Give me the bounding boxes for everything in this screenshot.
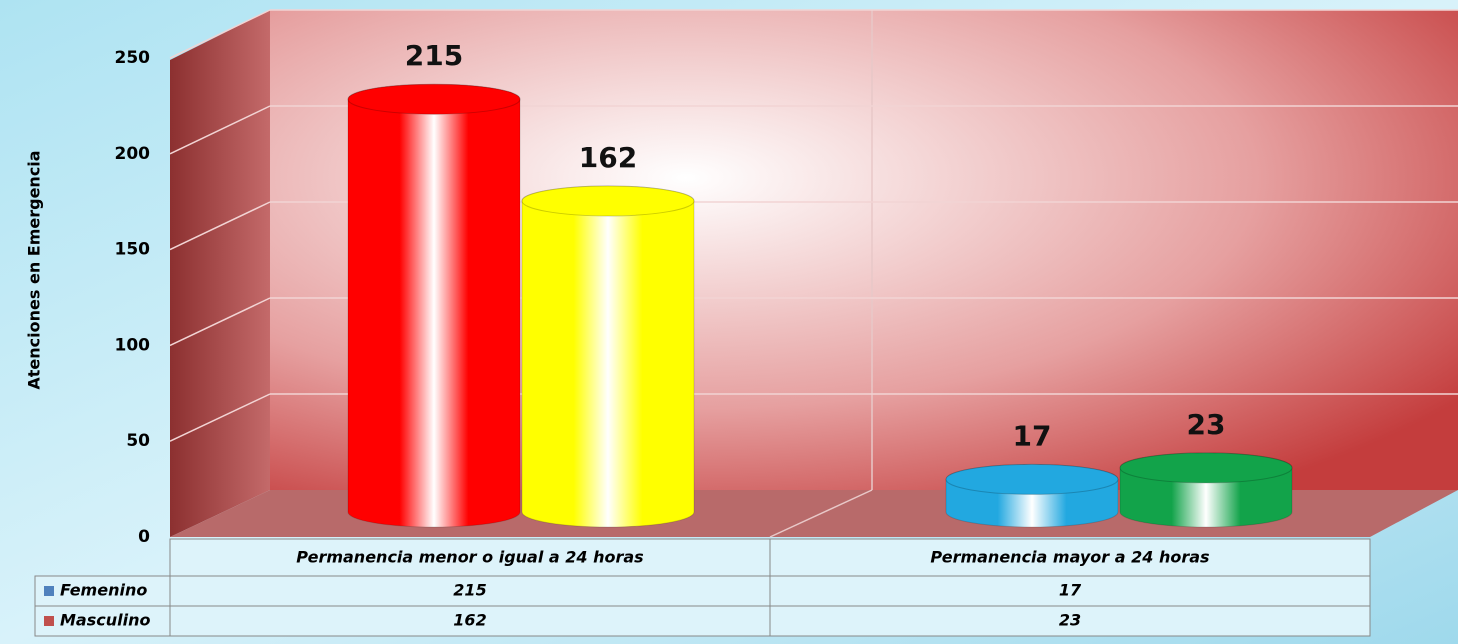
y-tick-label: 250 <box>115 48 151 68</box>
category-label: Permanencia menor o igual a 24 horas <box>296 548 643 567</box>
table-row <box>34 605 1371 637</box>
legend-swatch <box>44 586 54 596</box>
table-value: 23 <box>1059 611 1081 630</box>
bar-top <box>1119 452 1293 484</box>
bar <box>347 83 521 528</box>
data-table <box>34 538 1371 637</box>
side-wall <box>170 10 270 537</box>
grid-line <box>169 201 271 251</box>
grid-line <box>169 297 271 347</box>
table-value: 17 <box>1059 581 1082 600</box>
legend-swatch <box>44 616 54 626</box>
grid-line <box>169 105 271 155</box>
y-tick-label: 150 <box>115 240 151 260</box>
grid-line <box>169 9 271 59</box>
value-label: 215 <box>405 39 463 72</box>
category-label: Permanencia mayor a 24 horas <box>930 548 1209 567</box>
y-tick-label: 50 <box>126 431 150 451</box>
table-value: 162 <box>453 611 486 630</box>
value-label: 17 <box>1013 419 1052 452</box>
bar-top <box>521 185 695 217</box>
y-axis-label: Atenciones en Emergencia <box>25 150 44 389</box>
legend-label: Femenino <box>60 581 147 600</box>
bar-top <box>347 83 521 115</box>
value-label: 162 <box>579 141 637 174</box>
value-label: 23 <box>1187 408 1226 441</box>
divider <box>769 489 873 538</box>
grid-line <box>169 393 271 442</box>
y-tick-label: 200 <box>115 144 151 164</box>
legend-label: Masculino <box>60 611 150 630</box>
y-tick-label: 100 <box>115 335 151 355</box>
bar <box>521 185 695 528</box>
y-tick-label: 0 <box>138 527 150 547</box>
table-value: 215 <box>453 581 486 600</box>
table-row <box>34 575 1371 607</box>
bar-top <box>945 463 1119 495</box>
